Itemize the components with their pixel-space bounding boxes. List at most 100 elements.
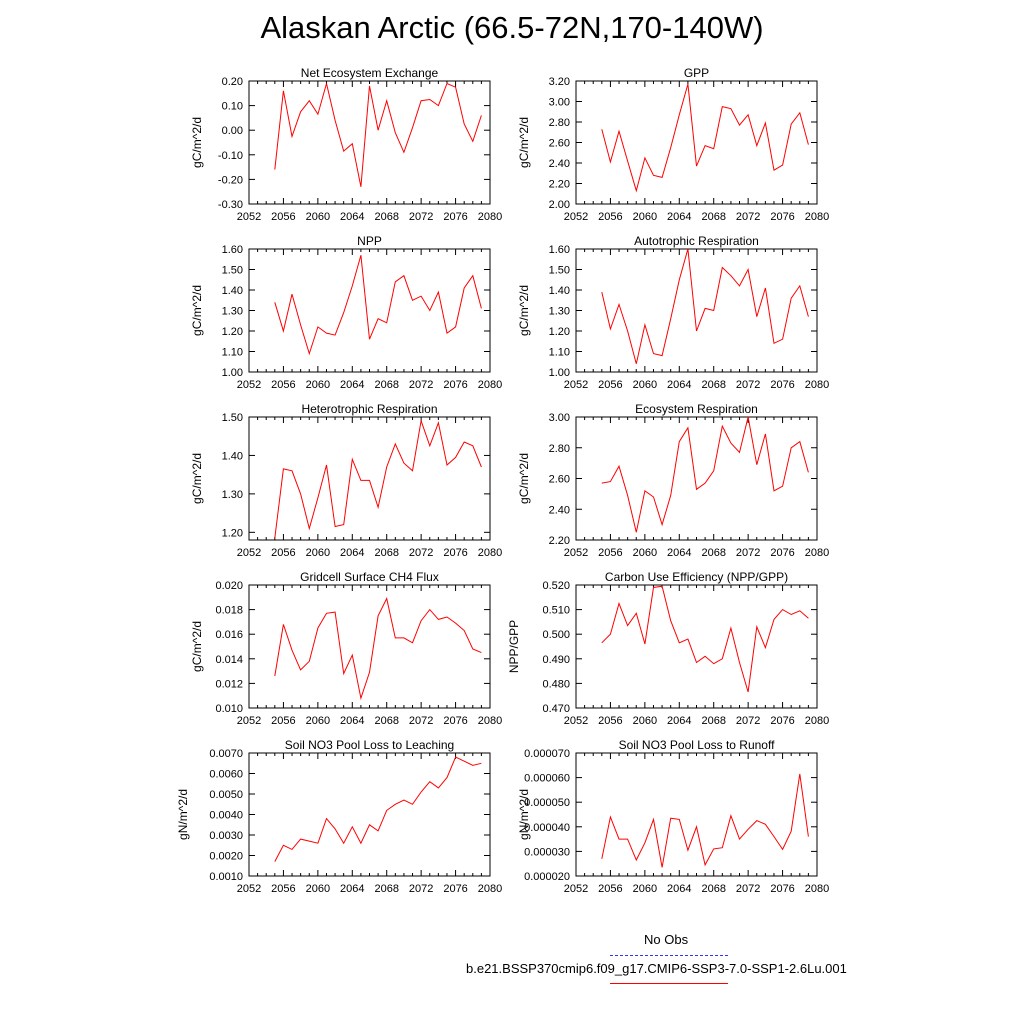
plot-10-xtick-label: 2060 xyxy=(633,883,657,895)
plot-1-ytick-label: 0.00 xyxy=(222,125,243,137)
plot-4-xtick-label: 2076 xyxy=(770,379,794,391)
plot-5-xtick-label: 2068 xyxy=(374,547,398,559)
plot-8-series-line xyxy=(601,585,809,693)
plot-8-ytick-label: 0.470 xyxy=(542,703,570,715)
plot-9-ylabel: gN/m^2/d xyxy=(176,789,190,840)
plot-1-xtick-label: 2076 xyxy=(443,211,467,223)
plot-2-title: GPP xyxy=(684,66,709,80)
plot-2-xtick-label: 2080 xyxy=(805,211,829,223)
plot-5-title: Heterotrophic Respiration xyxy=(301,402,437,416)
plot-6-xtick-label: 2068 xyxy=(701,547,725,559)
plot-7-xtick-label: 2080 xyxy=(478,715,502,727)
plot-7-xtick-label: 2072 xyxy=(409,715,433,727)
plot-3-ylabel: gC/m^2/d xyxy=(190,285,204,336)
plot-7-ytick-label: 0.014 xyxy=(215,654,243,666)
plot-4-ytick-label: 1.40 xyxy=(549,285,570,297)
plot-4-xtick-label: 2072 xyxy=(736,379,760,391)
plot-10-frame xyxy=(575,752,818,877)
plot-6-title: Ecosystem Respiration xyxy=(635,402,758,416)
plot-3-ytick-label: 1.60 xyxy=(222,244,243,256)
plot-4-ytick-label: 1.50 xyxy=(549,265,570,277)
plot-8-ytick-label: 0.480 xyxy=(542,678,570,690)
plot-7-ytick-label: 0.012 xyxy=(215,678,243,690)
plot-5-xtick-label: 2072 xyxy=(409,547,433,559)
plot-3-xtick-label: 2052 xyxy=(237,379,261,391)
plot-3-title: NPP xyxy=(357,234,382,248)
plot-6-xtick-label: 2080 xyxy=(805,547,829,559)
plot-2-ytick-label: 2.60 xyxy=(549,138,570,150)
plot-8-xtick-label: 2068 xyxy=(701,715,725,727)
plot-7-xtick-label: 2052 xyxy=(237,715,261,727)
plot-3-xtick-label: 2080 xyxy=(478,379,502,391)
plot-9-frame xyxy=(248,752,491,877)
plot-3-frame xyxy=(248,248,491,373)
plot-9-xtick-label: 2052 xyxy=(237,883,261,895)
plot-9-xtick-label: 2080 xyxy=(478,883,502,895)
plot-3-xtick-label: 2056 xyxy=(271,379,295,391)
plot-10-ylabel: gN/m^2/d xyxy=(517,789,531,840)
plot-7-ytick-label: 0.018 xyxy=(215,605,243,617)
plot-9-ytick-label: 0.0030 xyxy=(209,830,243,842)
plot-2-xtick-label: 2056 xyxy=(598,211,622,223)
plot-8-xtick-label: 2080 xyxy=(805,715,829,727)
plot-10-xtick-label: 2068 xyxy=(701,883,725,895)
plot-7-xtick-label: 2064 xyxy=(340,715,364,727)
plot-5-ylabel: gC/m^2/d xyxy=(190,453,204,504)
plot-3-ytick-label: 1.40 xyxy=(222,285,243,297)
plot-10-ytick-label: 0.000050 xyxy=(524,797,570,809)
plot-6-ytick-label: 2.40 xyxy=(549,504,570,516)
plot-2-xtick-label: 2064 xyxy=(667,211,691,223)
plot-1-xtick-label: 2052 xyxy=(237,211,261,223)
plot-7-ytick-label: 0.020 xyxy=(215,580,243,592)
plot-4-ytick-label: 1.00 xyxy=(549,367,570,379)
plot-1-ylabel: gC/m^2/d xyxy=(190,117,204,168)
plot-5-ytick-label: 1.30 xyxy=(222,489,243,501)
plot-5-frame xyxy=(248,416,491,541)
plot-6-xtick-label: 2056 xyxy=(598,547,622,559)
plot-4-xtick-label: 2064 xyxy=(667,379,691,391)
plot-2-xtick-label: 2072 xyxy=(736,211,760,223)
plot-7-title: Gridcell Surface CH4 Flux xyxy=(300,570,439,584)
plot-10-xtick-label: 2076 xyxy=(770,883,794,895)
plot-8-frame xyxy=(575,584,818,709)
plot-5-xtick-label: 2052 xyxy=(237,547,261,559)
plot-6-ytick-label: 3.00 xyxy=(549,412,570,424)
plot-5-xtick-label: 2076 xyxy=(443,547,467,559)
plot-5-xtick-label: 2060 xyxy=(306,547,330,559)
plot-1-ytick-label: -0.20 xyxy=(218,174,243,186)
plot-10-series-line xyxy=(601,773,809,868)
plot-1-xtick-label: 2068 xyxy=(374,211,398,223)
plot-8-ytick-label: 0.520 xyxy=(542,580,570,592)
plot-6-ytick-label: 2.60 xyxy=(549,474,570,486)
plot-4-frame xyxy=(575,248,818,373)
plot-1-series-line xyxy=(274,82,482,187)
plot-3-xtick-label: 2060 xyxy=(306,379,330,391)
plot-10-ytick-label: 0.000040 xyxy=(524,822,570,834)
plot-10-xtick-label: 2056 xyxy=(598,883,622,895)
plot-8-title: Carbon Use Efficiency (NPP/GPP) xyxy=(605,570,788,584)
plot-1-ytick-label: 0.10 xyxy=(222,101,243,113)
plot-3-xtick-label: 2064 xyxy=(340,379,364,391)
plot-2-xtick-label: 2068 xyxy=(701,211,725,223)
plot-9-ytick-label: 0.0040 xyxy=(209,810,243,822)
plot-7-ytick-label: 0.010 xyxy=(215,703,243,715)
plot-5-xtick-label: 2056 xyxy=(271,547,295,559)
plot-9-ytick-label: 0.0060 xyxy=(209,769,243,781)
plot-2-series-line xyxy=(601,83,809,193)
plot-10-title: Soil NO3 Pool Loss to Runoff xyxy=(619,738,776,752)
plot-2-xtick-label: 2052 xyxy=(564,211,588,223)
plot-10-xtick-label: 2080 xyxy=(805,883,829,895)
plot-4-ylabel: gC/m^2/d xyxy=(517,285,531,336)
plot-9-xtick-label: 2068 xyxy=(374,883,398,895)
plot-4-ytick-label: 1.60 xyxy=(549,244,570,256)
plot-1-xtick-label: 2080 xyxy=(478,211,502,223)
plot-2-ytick-label: 2.00 xyxy=(549,199,570,211)
plot-4-xtick-label: 2080 xyxy=(805,379,829,391)
plot-3-xtick-label: 2076 xyxy=(443,379,467,391)
plot-10-xtick-label: 2052 xyxy=(564,883,588,895)
plot-4-xtick-label: 2068 xyxy=(701,379,725,391)
plot-9-ytick-label: 0.0070 xyxy=(209,748,243,760)
plot-5-ytick-label: 1.20 xyxy=(222,527,243,539)
plot-8-xtick-label: 2064 xyxy=(667,715,691,727)
plot-7-xtick-label: 2068 xyxy=(374,715,398,727)
